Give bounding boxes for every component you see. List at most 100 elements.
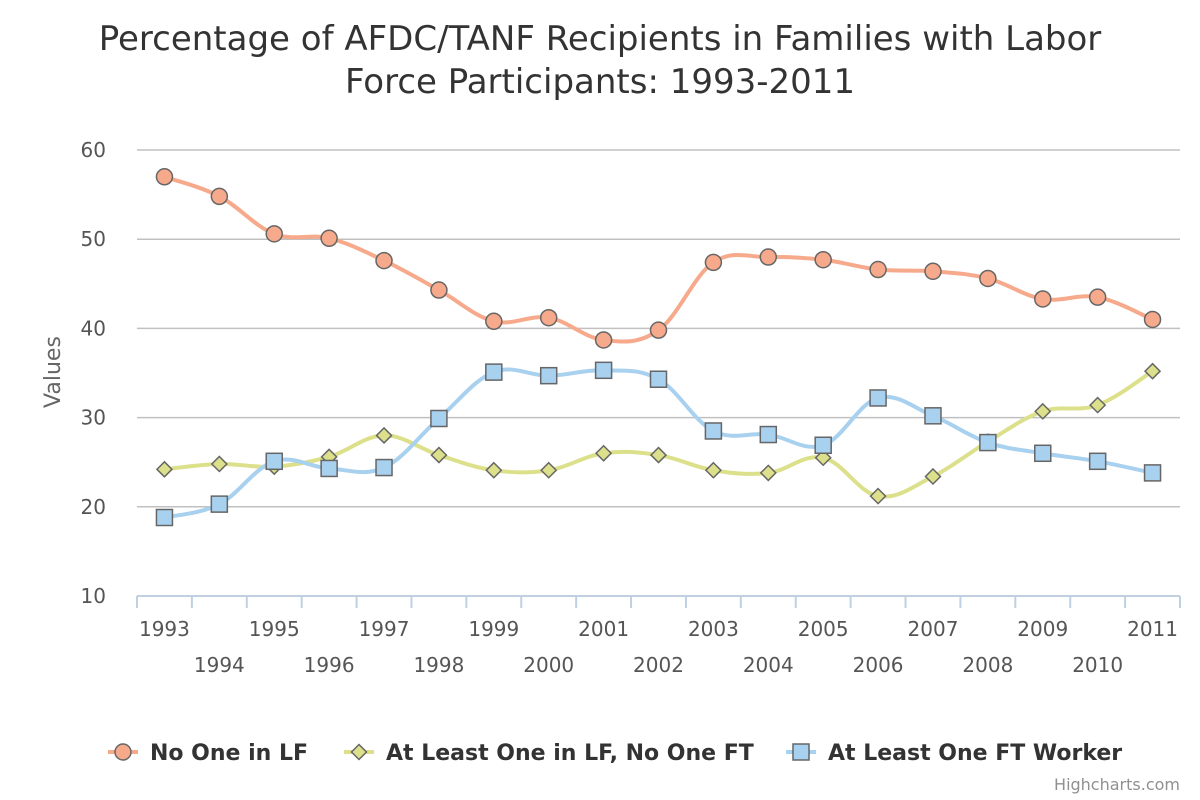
legend-label: No One in LF — [150, 741, 308, 766]
data-point-no-one-in-lf[interactable] — [594, 331, 613, 349]
y-axis-title: Values — [41, 336, 66, 408]
data-point-no-one-in-lf[interactable] — [430, 281, 448, 299]
x-tick-label: 2004 — [743, 653, 794, 677]
data-point-at-least-one-ft-worker[interactable] — [1143, 464, 1162, 482]
data-point-no-one-in-lf[interactable] — [1143, 310, 1162, 329]
x-tick-label: 2003 — [688, 617, 739, 641]
chart-title-line-1: Percentage of AFDC/TANF Recipients in Fa… — [99, 19, 1102, 59]
data-point-no-one-in-lf[interactable] — [649, 321, 668, 339]
data-point-at-least-one-ft-worker[interactable] — [430, 409, 448, 428]
data-point-no-one-in-lf[interactable] — [924, 262, 942, 281]
data-point-at-least-one-ft-worker[interactable] — [375, 458, 393, 477]
data-point-at-least-one-in-lf-no-one-ft[interactable] — [430, 446, 448, 464]
data-point-at-least-one-in-lf-no-one-ft[interactable] — [1034, 402, 1052, 420]
y-tick-label: 30 — [81, 406, 106, 430]
series-line-no-one-in-lf[interactable] — [162, 174, 1155, 344]
x-tick-label: 2007 — [908, 617, 959, 641]
data-point-no-one-in-lf[interactable] — [1034, 290, 1052, 308]
y-tick-label: 50 — [81, 227, 106, 251]
data-point-at-least-one-in-lf-no-one-ft[interactable] — [924, 467, 942, 486]
data-point-at-least-one-in-lf-no-one-ft[interactable] — [1143, 362, 1162, 380]
x-tick-label: 1997 — [359, 617, 410, 641]
legend-symbol-square — [792, 743, 810, 761]
chart-title-line-2: Force Participants: 1993-2011 — [345, 62, 855, 102]
data-point-at-least-one-ft-worker[interactable] — [594, 361, 613, 380]
data-point-at-least-one-ft-worker[interactable] — [649, 370, 668, 388]
data-point-at-least-one-ft-worker[interactable] — [265, 452, 283, 471]
data-point-at-least-one-ft-worker[interactable] — [814, 436, 832, 455]
data-point-at-least-one-ft-worker[interactable] — [869, 389, 887, 407]
data-point-at-least-one-ft-worker[interactable] — [539, 366, 558, 385]
legend-item-at-least-one-in-lf-no-one-ft[interactable]: At Least One in LF, No One FT — [344, 741, 754, 766]
data-point-no-one-in-lf[interactable] — [704, 253, 723, 272]
markers-no-one-in-lf — [155, 168, 1162, 349]
data-point-at-least-one-ft-worker[interactable] — [210, 495, 229, 513]
data-point-at-least-one-in-lf-no-one-ft[interactable] — [869, 487, 887, 505]
data-point-at-least-one-ft-worker[interactable] — [979, 433, 997, 452]
data-point-at-least-one-in-lf-no-one-ft[interactable] — [210, 455, 228, 473]
data-point-no-one-in-lf[interactable] — [375, 251, 393, 270]
data-point-at-least-one-in-lf-no-one-ft[interactable] — [1089, 396, 1107, 414]
x-tick-label: 2002 — [633, 653, 684, 677]
data-point-no-one-in-lf[interactable] — [539, 308, 558, 327]
data-point-no-one-in-lf[interactable] — [814, 250, 832, 269]
data-point-no-one-in-lf[interactable] — [155, 168, 174, 186]
legend-item-at-least-one-ft-worker[interactable]: At Least One FT Worker — [786, 741, 1122, 766]
data-point-at-least-one-in-lf-no-one-ft[interactable] — [759, 464, 777, 482]
legend-symbol-circle — [114, 743, 132, 761]
data-point-at-least-one-ft-worker[interactable] — [155, 508, 174, 527]
data-point-at-least-one-ft-worker[interactable] — [704, 422, 723, 440]
y-tick-label: 60 — [81, 138, 106, 162]
data-point-at-least-one-in-lf-no-one-ft[interactable] — [155, 460, 174, 478]
data-point-at-least-one-ft-worker[interactable] — [1034, 444, 1052, 463]
data-point-no-one-in-lf[interactable] — [210, 187, 229, 206]
x-tick-label: 2008 — [962, 653, 1013, 677]
x-tick-label: 2011 — [1127, 617, 1178, 641]
x-tick-label: 2010 — [1072, 653, 1123, 677]
legend-item-no-one-in-lf[interactable]: No One in LF — [108, 741, 308, 766]
legend-label: At Least One FT Worker — [828, 741, 1122, 766]
x-tick-label: 2009 — [1017, 617, 1068, 641]
data-point-no-one-in-lf[interactable] — [759, 248, 778, 266]
data-point-no-one-in-lf[interactable] — [485, 312, 503, 331]
x-tick-label: 1995 — [249, 617, 300, 641]
series-line-at-least-one-ft-worker[interactable] — [162, 367, 1155, 520]
legend[interactable]: No One in LF At Least One in LF, No One F… — [108, 741, 1122, 766]
series-line-at-least-one-in-lf-no-one-ft[interactable] — [162, 369, 1155, 499]
x-tick-label: 2005 — [798, 617, 849, 641]
data-point-at-least-one-in-lf-no-one-ft[interactable] — [704, 461, 722, 479]
credits-link[interactable]: Highcharts.com — [1054, 775, 1180, 794]
data-point-at-least-one-in-lf-no-one-ft[interactable] — [375, 426, 393, 445]
y-tick-label: 10 — [81, 584, 106, 608]
y-tick-label: 40 — [81, 316, 106, 340]
data-point-no-one-in-lf[interactable] — [979, 269, 997, 288]
data-point-no-one-in-lf[interactable] — [320, 229, 338, 248]
data-point-at-least-one-ft-worker[interactable] — [924, 407, 942, 425]
series-at-least-one-ft-worker — [162, 367, 1155, 520]
data-point-at-least-one-in-lf-no-one-ft[interactable] — [540, 461, 558, 479]
data-point-no-one-in-lf[interactable] — [265, 225, 283, 243]
series-no-one-in-lf — [162, 174, 1155, 344]
data-point-no-one-in-lf[interactable] — [869, 260, 887, 279]
x-tick-label: 2006 — [853, 653, 904, 677]
legend-symbol-diamond — [350, 743, 368, 761]
data-point-at-least-one-ft-worker[interactable] — [1088, 452, 1107, 471]
data-point-at-least-one-ft-worker[interactable] — [759, 425, 778, 444]
x-tick-label: 1994 — [194, 653, 245, 677]
legend-label: At Least One in LF, No One FT — [386, 741, 754, 766]
x-tick-label: 1993 — [139, 617, 190, 641]
y-tick-label: 20 — [81, 495, 106, 519]
data-point-at-least-one-in-lf-no-one-ft[interactable] — [649, 446, 668, 464]
data-point-at-least-one-in-lf-no-one-ft[interactable] — [595, 444, 613, 462]
data-point-at-least-one-ft-worker[interactable] — [485, 363, 503, 381]
data-point-at-least-one-in-lf-no-one-ft[interactable] — [485, 461, 503, 479]
x-tick-label: 1999 — [468, 617, 519, 641]
chart-title: Percentage of AFDC/TANF Recipients in Fa… — [99, 19, 1102, 102]
y-axis: 10 20 30 40 50 60 — [81, 138, 106, 608]
x-tick-label: 1998 — [413, 653, 464, 677]
x-tick-label: 2001 — [578, 617, 629, 641]
data-point-no-one-in-lf[interactable] — [1088, 288, 1107, 306]
data-point-at-least-one-ft-worker[interactable] — [320, 459, 338, 478]
